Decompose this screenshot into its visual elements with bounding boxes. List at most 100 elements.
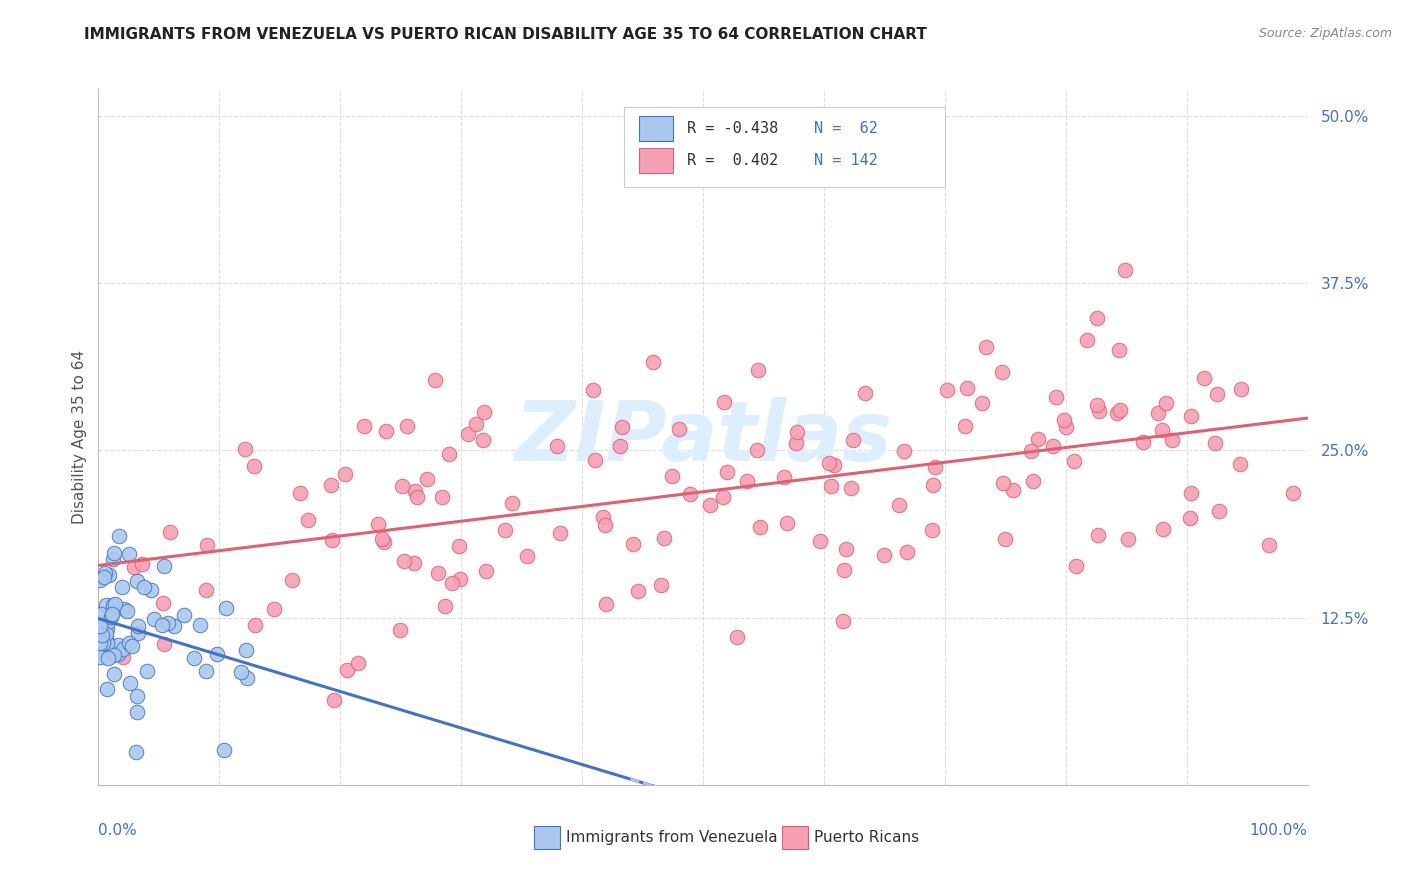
Point <box>747 362 769 376</box>
Point <box>699 499 721 513</box>
Point <box>93 569 115 583</box>
Point <box>280 573 302 587</box>
Point <box>501 496 523 510</box>
Point <box>679 487 702 501</box>
Point <box>392 554 415 568</box>
Point <box>1108 343 1130 357</box>
Point <box>516 549 538 563</box>
Point <box>1087 404 1109 418</box>
Point <box>229 665 252 680</box>
Point <box>335 467 357 481</box>
Point <box>389 623 412 637</box>
Point <box>297 513 319 527</box>
Point <box>127 619 149 633</box>
Point <box>1154 395 1177 409</box>
Point <box>745 443 768 458</box>
Point <box>101 551 124 566</box>
Point <box>89 636 111 650</box>
Bar <box>534 826 561 848</box>
Point <box>391 478 413 492</box>
Point <box>434 599 457 613</box>
Point <box>214 743 236 757</box>
Text: R = -0.438: R = -0.438 <box>688 121 779 136</box>
Point <box>785 436 807 450</box>
Point <box>583 452 606 467</box>
Point <box>1105 406 1128 420</box>
Point <box>1230 382 1253 396</box>
Point <box>111 580 134 594</box>
Point <box>457 427 479 442</box>
Point <box>195 664 218 678</box>
Point <box>97 651 120 665</box>
Point <box>1258 538 1281 552</box>
Point <box>89 650 111 665</box>
Point <box>924 459 946 474</box>
Point <box>627 583 650 598</box>
Point <box>832 614 855 628</box>
Point <box>194 582 217 597</box>
Point <box>621 537 644 551</box>
Text: 100.0%: 100.0% <box>1250 823 1308 838</box>
Point <box>159 524 181 539</box>
Point <box>991 365 1014 379</box>
Point <box>808 533 831 548</box>
Point <box>1206 387 1229 401</box>
Point <box>786 425 808 439</box>
Point <box>1022 474 1045 488</box>
Point <box>373 535 395 549</box>
Point <box>1132 435 1154 450</box>
Point <box>321 533 343 547</box>
Point <box>668 422 690 436</box>
Point <box>1229 458 1251 472</box>
Point <box>91 636 114 650</box>
Point <box>1064 559 1087 574</box>
Point <box>652 531 675 545</box>
Point <box>725 630 748 644</box>
Point <box>152 637 174 651</box>
Point <box>367 516 389 531</box>
Point <box>347 656 370 670</box>
Point <box>127 626 149 640</box>
Point <box>1054 420 1077 434</box>
Text: ZIPatlas: ZIPatlas <box>515 397 891 477</box>
Point <box>970 396 993 410</box>
Point <box>953 418 976 433</box>
Point <box>593 517 616 532</box>
Point <box>1208 504 1230 518</box>
Point <box>1109 403 1132 417</box>
Point <box>711 490 734 504</box>
Point <box>215 600 238 615</box>
Point <box>1116 532 1139 546</box>
Point <box>936 383 959 397</box>
Point <box>243 618 266 632</box>
Point <box>101 599 124 613</box>
Point <box>823 458 845 473</box>
Point <box>94 631 117 645</box>
Point <box>108 529 131 543</box>
Point <box>896 545 918 559</box>
Point <box>921 523 943 537</box>
Point <box>1180 409 1202 423</box>
Point <box>125 745 148 759</box>
Point <box>1085 397 1108 411</box>
Text: Source: ZipAtlas.com: Source: ZipAtlas.com <box>1258 27 1392 40</box>
Bar <box>782 826 808 848</box>
Point <box>103 667 125 681</box>
Point <box>157 615 180 630</box>
Point <box>439 447 461 461</box>
Point <box>104 597 127 611</box>
Point <box>548 525 571 540</box>
Point <box>131 557 153 571</box>
Point <box>922 478 945 492</box>
Bar <box>624 107 945 186</box>
Point <box>96 622 118 636</box>
Point <box>423 373 446 387</box>
Point <box>235 671 257 685</box>
Point <box>1282 485 1305 500</box>
Point <box>96 636 118 650</box>
Point <box>97 568 120 582</box>
Point <box>150 618 173 632</box>
Point <box>205 647 228 661</box>
Point <box>173 608 195 623</box>
Point <box>375 425 398 439</box>
